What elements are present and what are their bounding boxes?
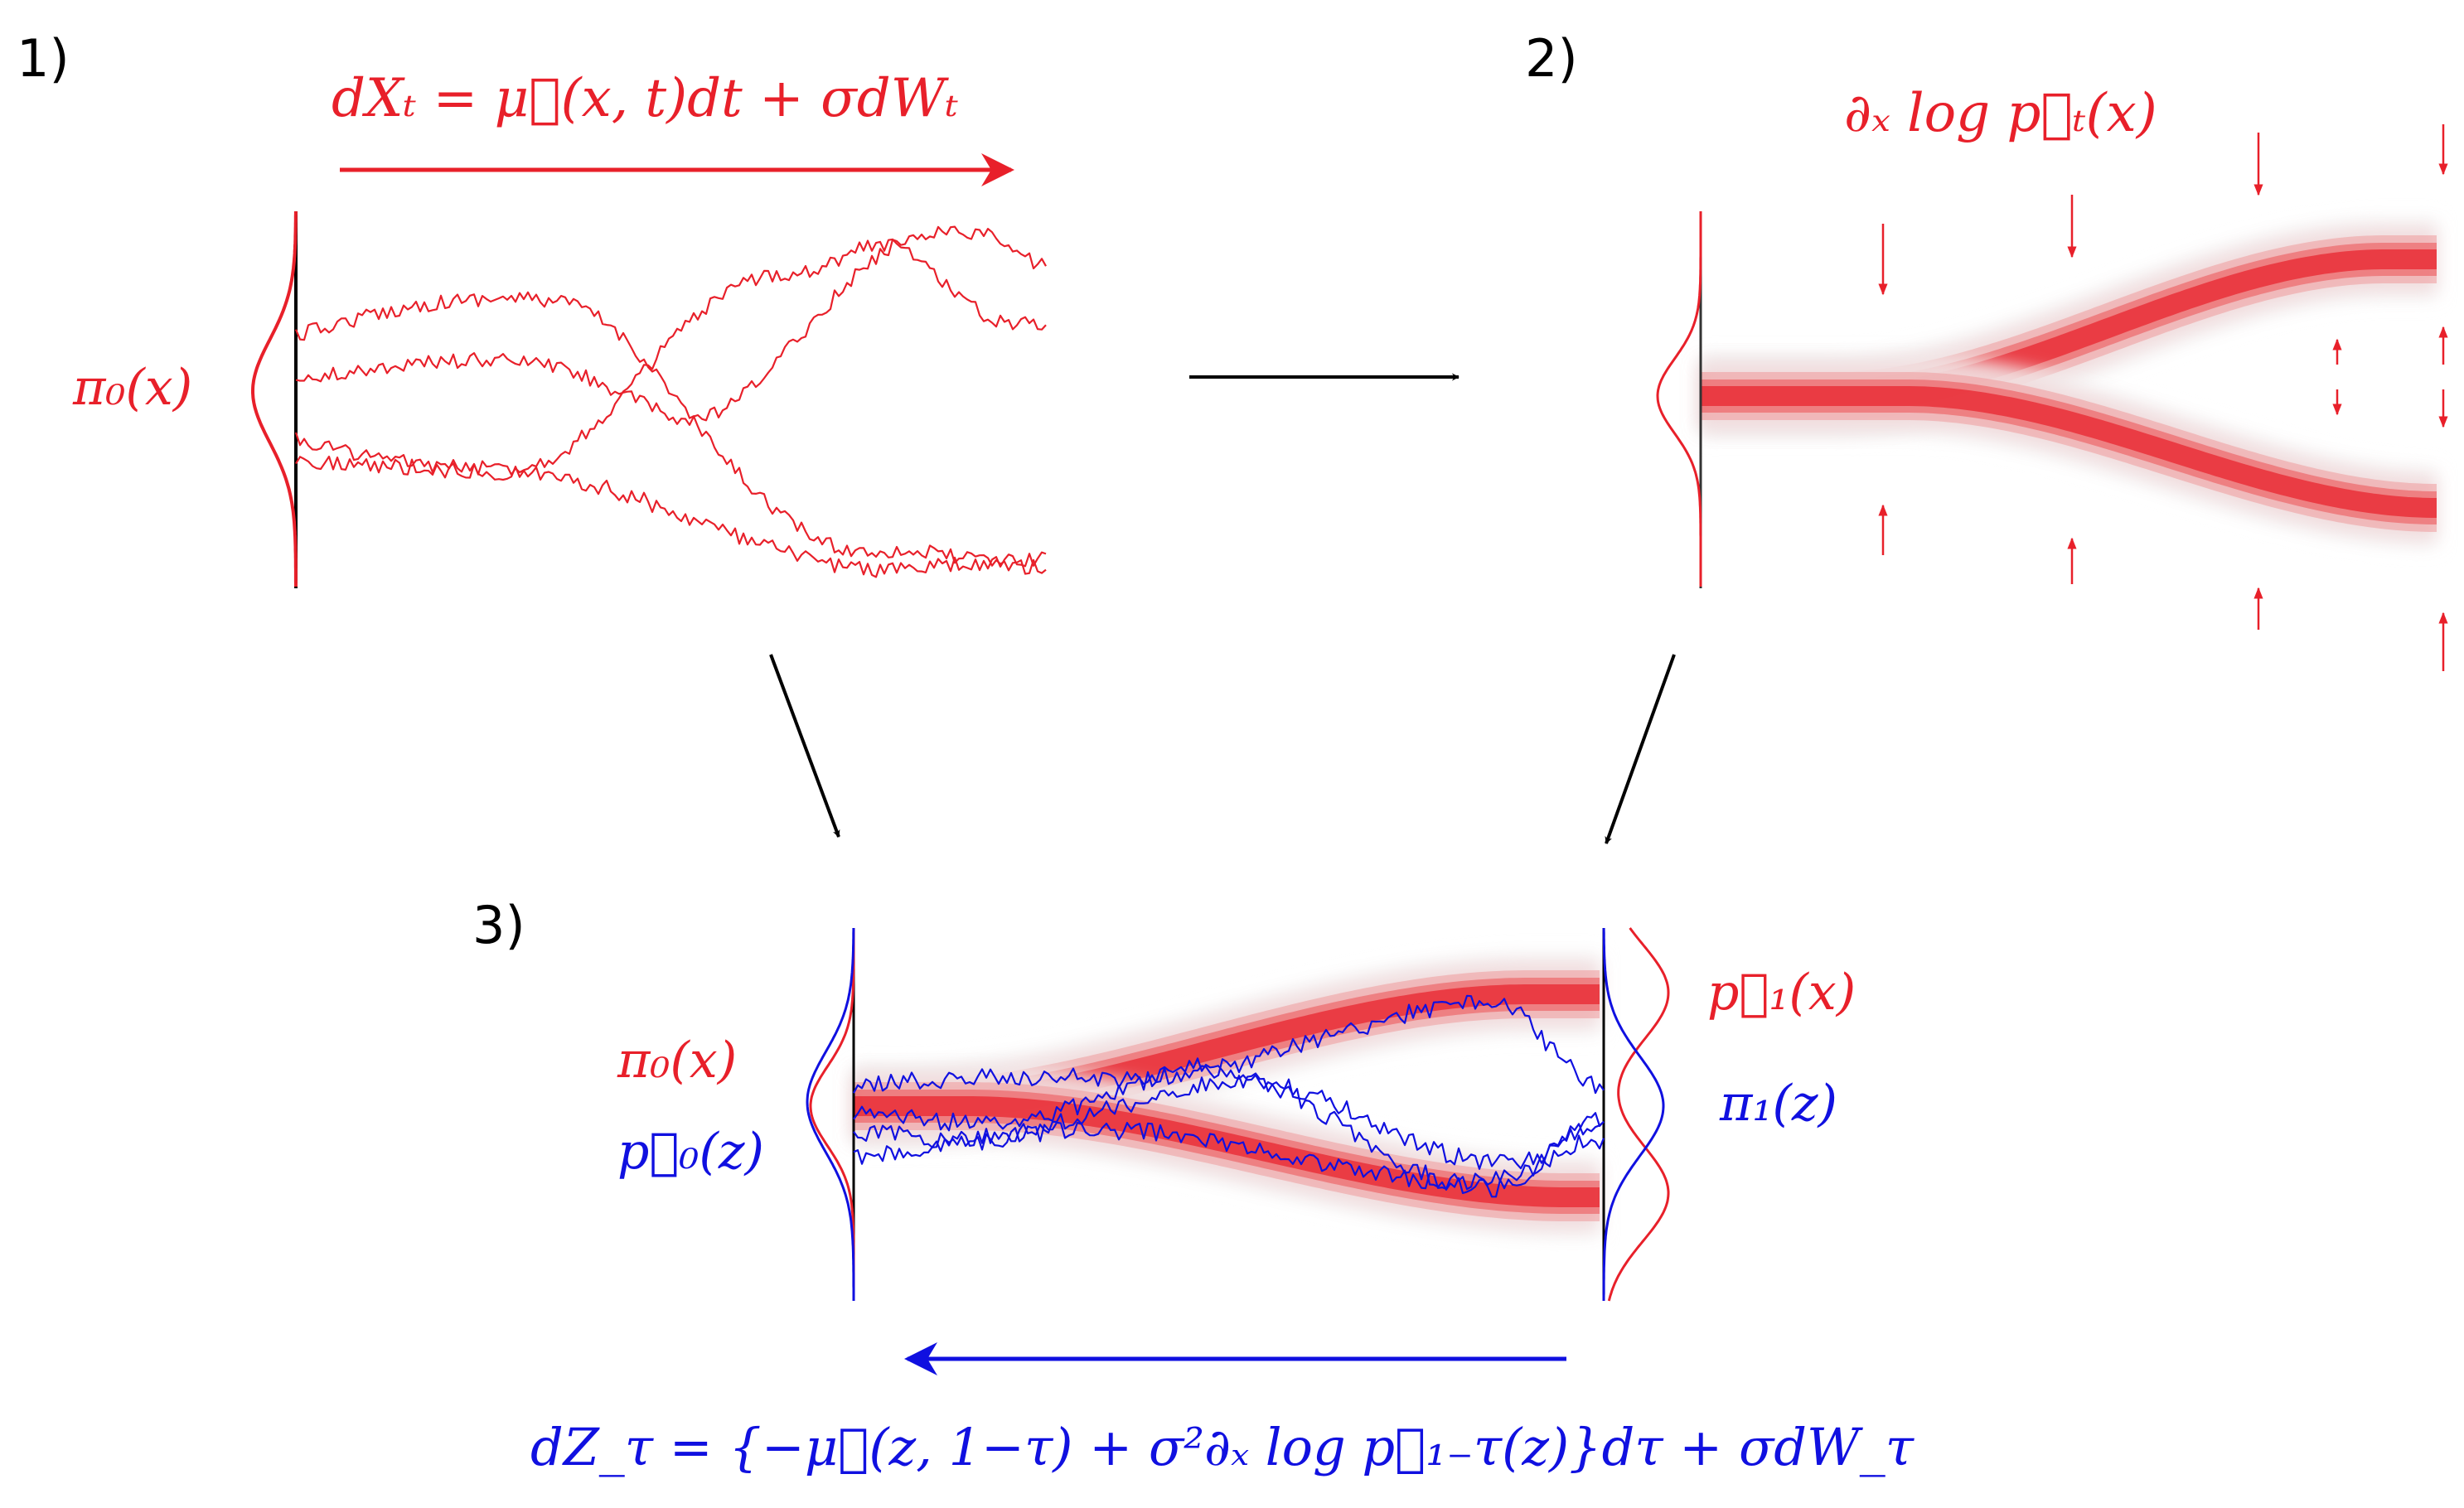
left-reverse-density-curve — [806, 928, 855, 1301]
left-blue-label: p⃖₀(z) — [617, 1123, 764, 1181]
arrow-panel2-to-panel3 — [1605, 654, 1676, 844]
prior-density-curve — [251, 211, 298, 587]
forward-sde-equation: dXₜ = μ⃗(x, t)dt + σdWₜ — [332, 68, 959, 129]
arrow-panel1-to-panel3 — [769, 654, 840, 838]
lower-band-layer — [1701, 386, 2437, 518]
reverse-sde-equation: dZ_τ = {−μ⃗(z, 1−τ) + σ²∂ₓ log p⃗₁₋τ(z)}… — [530, 1417, 1915, 1477]
sample-path — [295, 225, 1047, 426]
panel-2: 2) ∂ₓ log p⃗ₜ(x) — [1525, 28, 2448, 671]
panel-3-number: 3) — [472, 895, 525, 955]
sample-path — [295, 455, 1047, 578]
score-arrows — [1878, 124, 2448, 671]
sample-path — [294, 238, 1047, 476]
panel-3-density-bands — [854, 955, 1600, 1237]
panel-2-number: 2) — [1525, 28, 1578, 89]
right-red-label: p⃗₁(x) — [1707, 964, 1856, 1022]
marginal-density-bands — [1701, 220, 2437, 548]
score-function-label: ∂ₓ log p⃗ₜ(x) — [1844, 83, 2157, 144]
sample-path — [294, 291, 1047, 575]
right-forward-density-curve — [1607, 927, 1670, 1302]
forward-sample-paths — [294, 225, 1047, 578]
reverse-sample-paths — [853, 994, 1605, 1198]
reverse-path — [853, 1057, 1605, 1198]
left-prior-density-curve — [809, 928, 855, 1301]
left-red-label: π₀(x) — [617, 1032, 737, 1090]
prior-label: π₀(x) — [72, 359, 192, 417]
panel-3-lower-band-layer — [854, 1096, 1600, 1207]
reverse-path — [853, 1072, 1605, 1170]
reverse-path — [853, 994, 1605, 1095]
right-blue-label: π₁(z) — [1719, 1075, 1837, 1133]
right-target-density-curve — [1602, 928, 1665, 1301]
panel-1: 1) dXₜ = μ⃗(x, t)dt + σdWₜ π₀(x) — [17, 28, 1047, 588]
reverse-path — [853, 1121, 1605, 1191]
panel-3: 3) π₀(x) p⃖₀(z) p⃗₁(x) π₁(z) dZ_τ = {−μ⃗… — [472, 895, 1915, 1477]
panel-1-number: 1) — [17, 28, 70, 89]
panel-2-prior-density-curve — [1656, 211, 1702, 587]
